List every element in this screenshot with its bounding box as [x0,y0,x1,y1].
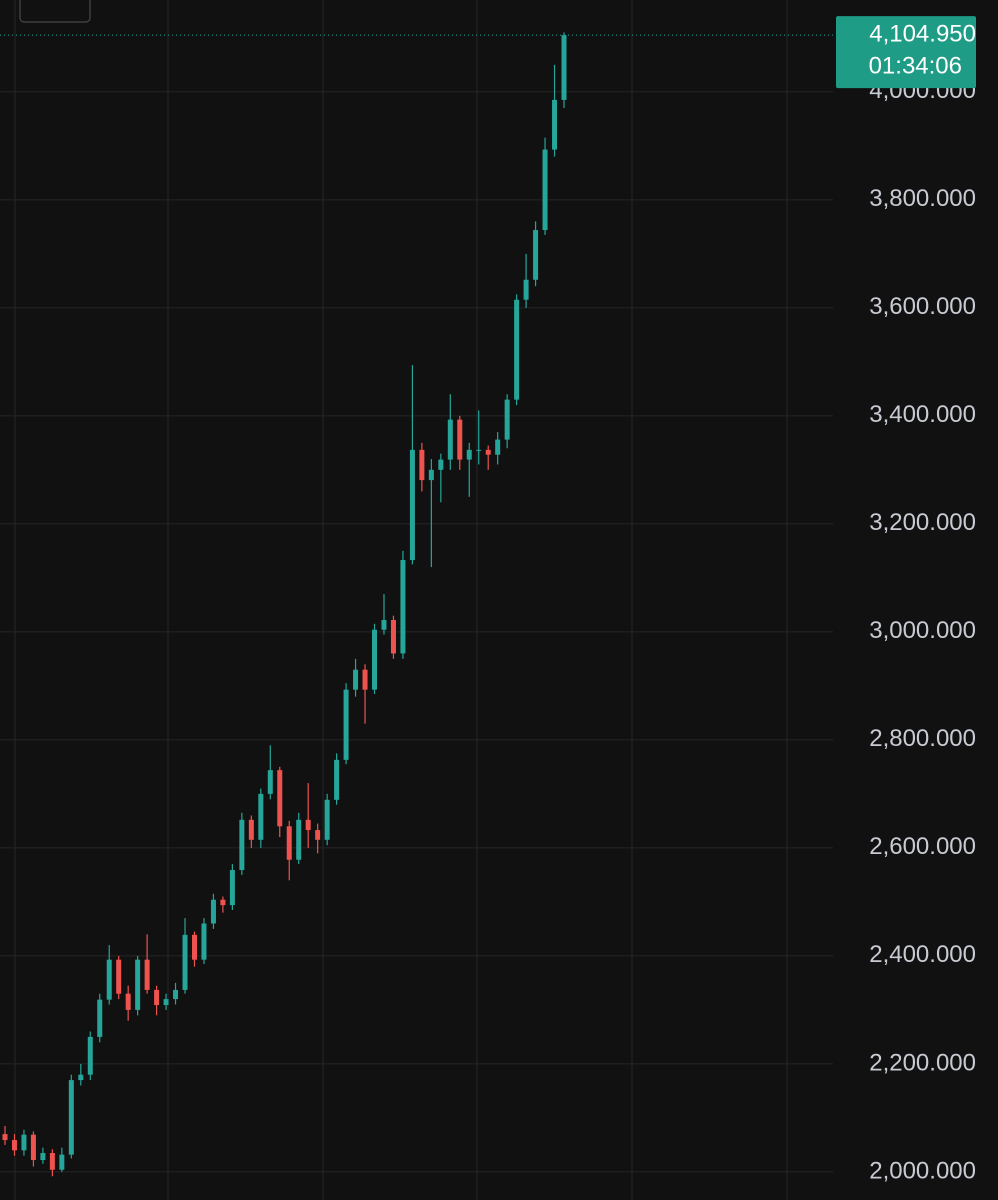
candle-body [49,1153,55,1170]
candle-body [504,399,510,440]
candle-body [229,870,235,906]
candle-body [476,449,482,451]
y-tick-label: 2,800.000 [869,725,976,752]
candle-body [390,619,396,654]
candle-body [296,819,302,860]
candle-body [182,934,188,990]
y-tick-label: 3,200.000 [869,509,976,536]
candle-body [457,419,463,460]
candle-body [106,959,112,1000]
candle-body [21,1134,27,1151]
candle-body [514,299,520,400]
candle-body [97,999,103,1037]
candle-body [372,629,378,690]
candle-body [59,1154,65,1170]
candle-body [78,1074,84,1081]
candle-body [239,819,245,871]
candle-body [381,619,387,630]
candle-body [561,35,567,100]
candle-body [400,560,406,654]
candle-body [68,1080,74,1155]
candle-body [11,1140,17,1151]
candle-body [447,419,453,460]
candle-body [173,989,179,1000]
candle-body [248,819,254,840]
candle-body [533,230,539,280]
last-price-label: 4,104.950 [869,20,976,47]
candle-body [258,793,264,840]
y-tick-label: 2,000.000 [869,1157,976,1184]
candle-body [305,819,311,831]
y-tick-label: 3,400.000 [869,401,976,428]
y-tick-label: 2,400.000 [869,941,976,968]
candle-body [485,449,491,455]
toolbar-button[interactable] [19,0,91,23]
candle-body [30,1134,36,1161]
candle-body [116,959,122,994]
y-tick-label: 3,000.000 [869,617,976,644]
candle-body [315,830,321,840]
candle-body [334,759,340,800]
candle-body [277,770,283,827]
y-tick-label: 2,600.000 [869,833,976,860]
candle-body [267,770,273,794]
candle-body [542,149,548,231]
y-tick-label: 3,800.000 [869,185,976,212]
candle-body [163,999,169,1006]
candle-body [201,923,207,960]
candle-body [353,669,359,690]
countdown: 01:34:06 [869,52,962,79]
candle-body [552,99,558,150]
candle-body [210,899,216,924]
candle-body [409,449,415,561]
candle-body [466,449,472,460]
candle-body [144,959,150,990]
candle-body [523,279,529,300]
candle-body [362,669,368,690]
candle-body [495,439,501,455]
candle-body [40,1153,46,1161]
y-tick-label: 2,200.000 [869,1049,976,1076]
candle-body [2,1134,8,1141]
candle-body [87,1036,93,1075]
y-tick-label: 3,600.000 [869,293,976,320]
candle-body [428,469,434,481]
candle-body [419,449,425,481]
candle-body [154,989,160,1006]
candle-body [343,689,349,760]
candle-body [286,826,292,860]
candle-body [324,799,330,840]
candle-body [220,899,226,906]
candle-body [438,459,444,470]
candle-body [191,934,197,960]
candle-body [135,959,141,1010]
last-price-badge [836,16,976,89]
candle-body [125,993,131,1010]
